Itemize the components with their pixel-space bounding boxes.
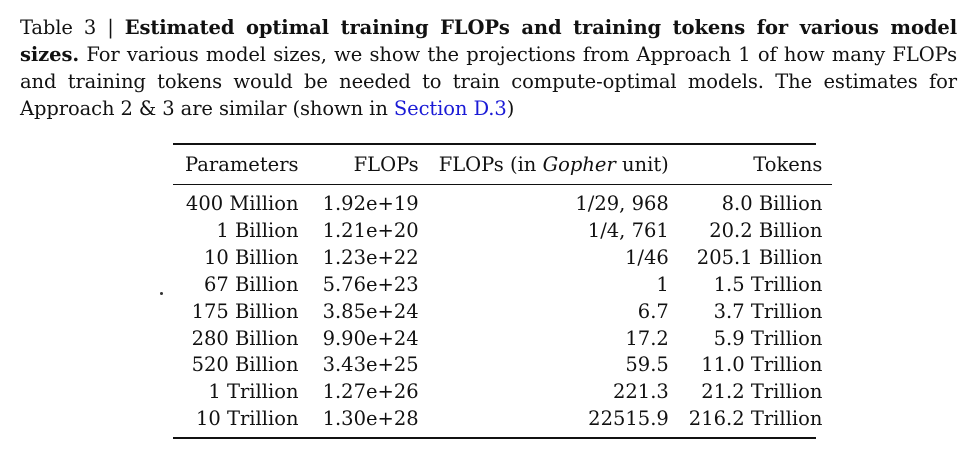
cell-tokens: 3.7 Trillion bbox=[713, 299, 823, 323]
header-tokens: Tokens bbox=[678, 145, 833, 185]
table-caption: Table 3 | Estimated optimal training FLO… bbox=[20, 14, 957, 122]
cell-parameters: 280 Billion bbox=[191, 326, 299, 350]
table-row: 10 Billion 1.23e+22 1/46 205.1 Billion bbox=[173, 245, 832, 272]
header-flops: FLOPs bbox=[308, 145, 429, 185]
table-row: 67 Billion 5.76e+23 1 1.5 Trillion bbox=[173, 272, 832, 299]
cell-parameters: 520 Billion bbox=[191, 353, 299, 377]
table-row: 520 Billion 3.43e+25 59.5 11.0 Trillion bbox=[173, 352, 832, 379]
header-gopher-suffix: unit) bbox=[615, 153, 669, 176]
cell-gopher-flops: 22515.9 bbox=[588, 407, 669, 431]
table-row: 400 Million 1.92e+19 1/29, 968 8.0 Billion bbox=[173, 185, 832, 218]
cell-tokens: 20.2 Billion bbox=[709, 218, 823, 242]
cell-gopher-flops: 1/29, 968 bbox=[575, 192, 669, 215]
cell-gopher-flops: 6.7 bbox=[637, 299, 669, 323]
cell-parameters: 1 Billion bbox=[216, 218, 299, 242]
header-gopher-italic: Gopher bbox=[542, 153, 616, 176]
caption-body-end: ) bbox=[506, 97, 515, 120]
caption-label: Table 3 | bbox=[20, 16, 125, 39]
table-row: 10 Trillion 1.30e+28 22515.9 216.2 Trillion bbox=[173, 406, 832, 437]
cell-gopher-flops: 1/46 bbox=[625, 245, 669, 269]
cell-flops: 1.23e+22 bbox=[322, 245, 419, 269]
cell-parameters: 10 Trillion bbox=[195, 407, 299, 431]
cell-gopher-flops: 17.2 bbox=[625, 326, 669, 350]
cell-tokens: 21.2 Trillion bbox=[701, 380, 823, 404]
table-row: 1 Billion 1.21e+20 1/4, 761 20.2 Billion bbox=[173, 218, 832, 245]
cell-flops: 5.76e+23 bbox=[322, 272, 419, 296]
cell-tokens: 5.9 Trillion bbox=[713, 326, 823, 350]
header-gopher-prefix: FLOPs (in bbox=[438, 153, 543, 176]
table-row: 1 Trillion 1.27e+26 221.3 21.2 Trillion bbox=[173, 379, 832, 406]
table-row: 280 Billion 9.90e+24 17.2 5.9 Trillion bbox=[173, 326, 832, 353]
table-row: 175 Billion 3.85e+24 6.7 3.7 Trillion bbox=[173, 299, 832, 326]
caption-body: For various model sizes, we show the pro… bbox=[20, 43, 957, 120]
cell-gopher-flops: 1/4, 761 bbox=[587, 218, 669, 242]
table-header-row: Parameters FLOPs FLOPs (in Gopher unit) … bbox=[173, 145, 833, 185]
cell-parameters: 400 Million bbox=[185, 192, 299, 215]
cell-flops: 1.30e+28 bbox=[322, 407, 419, 431]
cell-tokens: 205.1 Billion bbox=[696, 245, 823, 269]
header-parameters: Parameters bbox=[173, 145, 309, 185]
cell-gopher-flops: 221.3 bbox=[612, 380, 669, 404]
cell-parameters: 175 Billion bbox=[191, 299, 299, 323]
cell-gopher-flops: 1 bbox=[656, 272, 669, 296]
section-link[interactable]: Section D.3 bbox=[393, 97, 507, 120]
cell-flops: 1.27e+26 bbox=[322, 380, 419, 404]
flops-table: Parameters FLOPs FLOPs (in Gopher unit) … bbox=[173, 143, 833, 440]
cell-gopher-flops: 59.5 bbox=[625, 353, 669, 377]
cell-flops: 3.85e+24 bbox=[322, 299, 419, 323]
cell-parameters: 10 Billion bbox=[203, 245, 299, 269]
stray-dot bbox=[160, 292, 163, 295]
cell-parameters: 67 Billion bbox=[203, 272, 299, 296]
cell-flops: 9.90e+24 bbox=[322, 326, 419, 350]
cell-parameters: 1 Trillion bbox=[208, 380, 299, 404]
table-body: 400 Million 1.92e+19 1/29, 968 8.0 Billion 1… bbox=[173, 185, 832, 438]
cell-tokens: 1.5 Trillion bbox=[713, 272, 823, 296]
cell-tokens: 8.0 Billion bbox=[721, 192, 823, 215]
cell-flops: 3.43e+25 bbox=[322, 353, 419, 377]
cell-flops: 1.21e+20 bbox=[322, 218, 419, 242]
cell-flops: 1.92e+19 bbox=[322, 192, 419, 215]
cell-tokens: 216.2 Trillion bbox=[688, 407, 823, 431]
caption-title: Estimated optimal training FLOPs and tra… bbox=[20, 16, 957, 66]
cell-tokens: 11.0 Trillion bbox=[701, 353, 823, 377]
header-gopher-flops: FLOPs (in Gopher unit) bbox=[428, 145, 679, 185]
